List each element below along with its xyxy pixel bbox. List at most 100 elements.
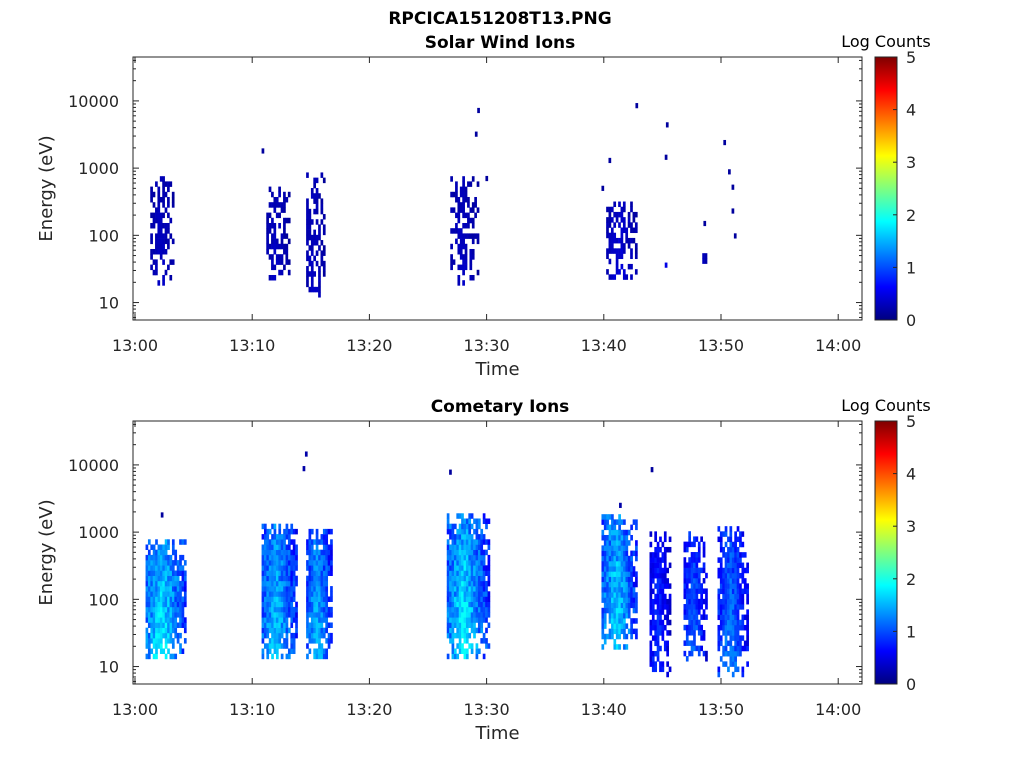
- spectrogram-cell: [456, 622, 460, 628]
- spectrogram-cell: [654, 630, 658, 636]
- spectrogram-cell: [456, 554, 460, 561]
- spectrogram-cell: [746, 661, 749, 667]
- spectrogram-cell: [741, 598, 745, 605]
- spectrogram-cell: [724, 630, 728, 636]
- spectrogram-point: [650, 467, 654, 473]
- spectrogram-cell: [280, 544, 284, 550]
- spectrogram-cell: [731, 604, 735, 610]
- spectrogram-cell: [152, 632, 156, 639]
- spectrogram-cell: [453, 580, 457, 587]
- spectrogram-cell: [656, 604, 660, 610]
- spectrogram-cell: [722, 645, 725, 652]
- spectrogram-cell: [285, 196, 289, 203]
- spectrogram-cell: [449, 528, 452, 535]
- spectrogram-cell: [663, 604, 667, 610]
- spectrogram-cell: [463, 632, 467, 639]
- spectrogram-cell: [465, 580, 469, 587]
- spectrogram-cell: [150, 591, 154, 597]
- spectrogram-cell: [306, 622, 309, 628]
- spectrogram-cell: [731, 572, 735, 579]
- spectrogram-cell: [162, 591, 166, 597]
- spectrogram-cell: [659, 645, 662, 652]
- spectrogram-cell: [308, 586, 312, 592]
- spectrogram-cell: [147, 612, 151, 618]
- spectrogram-cell: [618, 529, 621, 536]
- spectrogram-cell: [654, 552, 658, 558]
- spectrogram-cell: [461, 560, 464, 566]
- spectrogram-cell: [162, 570, 166, 576]
- spectrogram-cell: [615, 566, 619, 572]
- spectrogram-cell: [159, 622, 163, 628]
- spectrogram-cell: [461, 622, 464, 628]
- spectrogram-cell: [727, 614, 730, 621]
- spectrogram-cell: [322, 565, 326, 571]
- spectrogram-cell: [482, 606, 486, 613]
- spectrogram-cell: [167, 228, 170, 234]
- spectrogram-cell: [463, 648, 467, 654]
- spectrogram-cell: [688, 640, 691, 646]
- spectrogram-cell: [452, 191, 456, 198]
- spectrogram-cell: [152, 191, 156, 198]
- spectrogram-cell: [327, 622, 331, 628]
- spectrogram-cell: [157, 612, 161, 618]
- spectrogram-cell: [306, 271, 309, 277]
- spectrogram-cell: [310, 188, 314, 194]
- spectrogram-cell: [611, 607, 614, 614]
- spectrogram-cell: [152, 212, 156, 219]
- spectrogram-cell: [690, 650, 694, 657]
- spectrogram-cell: [318, 570, 321, 576]
- spectrogram-cell: [155, 643, 158, 649]
- spectrogram-cell: [622, 217, 626, 223]
- spectrogram-cell: [271, 575, 274, 582]
- spectrogram-cell: [322, 177, 326, 184]
- spectrogram-cell: [661, 666, 665, 673]
- spectrogram-cell: [630, 237, 633, 244]
- spectrogram-cell: [736, 557, 740, 563]
- spectrogram-cell: [623, 597, 626, 603]
- spectrogram-cell: [625, 232, 629, 239]
- spectrogram-cell: [485, 601, 488, 608]
- spectrogram-cell: [688, 572, 691, 579]
- spectrogram-cell: [310, 570, 314, 576]
- spectrogram-cell: [736, 619, 740, 626]
- spectrogram-cell: [702, 541, 706, 548]
- spectrogram-cell: [295, 580, 298, 587]
- spectrogram-cell: [176, 638, 180, 644]
- spectrogram-cell: [485, 606, 488, 613]
- spectrogram-cell: [171, 638, 175, 644]
- spectrogram-cell: [606, 545, 609, 551]
- spectrogram-cell: [164, 238, 168, 245]
- spectrogram-cell: [157, 280, 161, 286]
- spectrogram-cell: [724, 640, 728, 647]
- spectrogram-cell: [162, 632, 166, 639]
- spectrogram-cell: [283, 264, 286, 271]
- spectrogram-cell: [159, 606, 163, 613]
- spectrogram-cell: [467, 202, 470, 208]
- spectrogram-cell: [147, 570, 151, 576]
- spectrogram-cell: [719, 567, 723, 574]
- spectrogram-cell: [625, 612, 629, 619]
- spectrogram-cell: [668, 666, 672, 673]
- spectrogram-cell: [310, 528, 314, 535]
- spectrogram-cell: [603, 550, 607, 557]
- spectrogram-cell: [485, 570, 488, 576]
- spectrogram-cell: [627, 597, 631, 603]
- spectrogram-cell: [162, 191, 165, 198]
- spectrogram-cell: [743, 552, 747, 558]
- spectrogram-cell: [278, 627, 282, 634]
- spectrogram-cell: [731, 650, 735, 657]
- spectrogram-cell: [685, 572, 689, 579]
- spectrogram-cell: [308, 612, 312, 618]
- spectrogram-cell: [613, 232, 617, 239]
- spectrogram-cell: [306, 606, 309, 613]
- spectrogram-cell: [315, 177, 319, 184]
- spectrogram-cell: [630, 201, 633, 208]
- spectrogram-cell: [625, 623, 629, 629]
- spectrogram-cell: [630, 576, 633, 583]
- spectrogram-cell: [278, 544, 282, 550]
- spectrogram-cell: [318, 586, 321, 592]
- spectrogram-cell: [320, 622, 324, 628]
- spectrogram-cell: [283, 222, 286, 229]
- spectrogram-cell: [461, 565, 464, 571]
- spectrogram-point: [665, 122, 669, 128]
